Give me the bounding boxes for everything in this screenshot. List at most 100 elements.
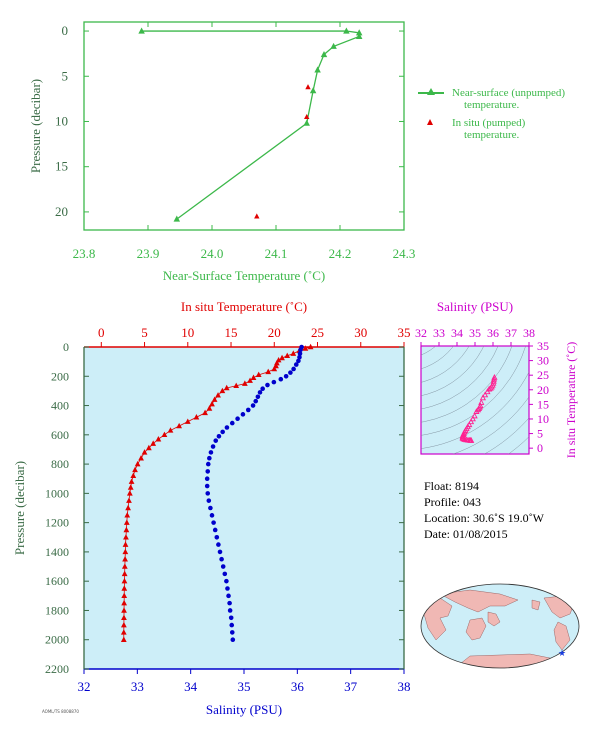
ts-salinity-tick-label: 33 xyxy=(433,326,445,340)
temperature-point xyxy=(255,371,262,378)
salinity-point xyxy=(227,608,233,613)
ts-point xyxy=(479,394,487,401)
near-surface-point xyxy=(303,119,310,126)
near-surface-y-tick-label: 20 xyxy=(55,204,68,219)
profile-plot-background xyxy=(84,347,404,669)
temperature-point xyxy=(176,422,183,429)
near-surface-point xyxy=(173,215,181,222)
salinity-point xyxy=(216,542,221,547)
salinity-point xyxy=(214,534,220,540)
salinity-point xyxy=(211,520,216,525)
salinity-tick-label: 37 xyxy=(344,679,358,694)
temperature-point xyxy=(290,350,297,356)
temperature-point xyxy=(233,382,240,389)
temperature-point xyxy=(223,384,230,391)
temperature-point xyxy=(122,548,129,555)
float-location: Location: 30.6˚S 19.0˚W xyxy=(424,511,544,525)
temperature-point xyxy=(134,460,141,467)
pressure-tick-label: 1600 xyxy=(45,574,69,588)
temperature-point xyxy=(125,504,131,511)
temperature-point xyxy=(206,405,213,411)
temperature-tick-label: 25 xyxy=(311,325,324,340)
salinity-point xyxy=(205,491,211,496)
near-surface-point xyxy=(138,27,145,34)
salinity-point xyxy=(257,390,263,395)
temperature-point xyxy=(121,563,128,569)
salinity-point xyxy=(226,593,231,599)
temperature-point xyxy=(123,526,130,533)
map-land xyxy=(422,589,575,668)
temperature-point xyxy=(219,387,226,394)
temperature-point xyxy=(250,374,257,380)
temperature-point xyxy=(279,354,285,361)
near-surface-y-label: Pressure (decibar) xyxy=(28,79,43,173)
near-surface-point xyxy=(355,29,363,36)
near-surface-legend: Near-surface (unpumped) temperature. In … xyxy=(418,87,565,141)
pressure-axis-label: Pressure (decibar) xyxy=(12,461,27,555)
temperature-tick-label: 20 xyxy=(268,325,281,340)
salinity-point xyxy=(219,556,224,562)
pressure-tick-label: 1400 xyxy=(45,545,69,559)
near-surface-x-tick-label: 24.3 xyxy=(393,246,416,261)
temperature-tick-label: 5 xyxy=(141,325,148,340)
salinity-point xyxy=(225,586,230,591)
pressure-tick-label: 1200 xyxy=(45,516,69,530)
ts-temperature-tick-label: 35 xyxy=(537,339,549,353)
ts-salinity-tick-label: 37 xyxy=(505,326,517,340)
temperature-point xyxy=(141,449,148,455)
pressure-tick-label: 0 xyxy=(63,340,69,354)
temperature-tick-label: 0 xyxy=(98,325,105,340)
salinity-tick-label: 35 xyxy=(238,679,251,694)
green-triangle-icon xyxy=(427,88,435,95)
ts-point xyxy=(490,375,498,382)
near-surface-x-tick-label: 24.0 xyxy=(201,246,224,261)
salinity-point xyxy=(293,362,299,367)
ts-temperature-tick-label: 5 xyxy=(537,427,543,441)
ts-point xyxy=(484,388,491,395)
salinity-point xyxy=(210,444,216,449)
near-surface-temperature-line xyxy=(141,30,360,220)
legend-in-situ-line2: temperature. xyxy=(464,129,520,141)
red-triangle-icon xyxy=(427,119,433,125)
pressure-tick-label: 400 xyxy=(51,399,69,413)
salinity-point xyxy=(288,370,293,375)
temperature-tick-label: 15 xyxy=(225,325,238,340)
temperature-point xyxy=(124,512,131,518)
ts-salinity-tick-label: 34 xyxy=(451,326,463,340)
salinity-point xyxy=(208,505,213,511)
map-ocean xyxy=(421,584,579,668)
near-surface-x-tick-label: 24.1 xyxy=(265,246,288,261)
near-surface-x-label: Near-Surface Temperature (˚C) xyxy=(163,268,325,283)
temperature-point xyxy=(121,570,128,577)
pressure-tick-label: 800 xyxy=(51,457,69,471)
ts-salinity-tick-label: 32 xyxy=(415,326,427,340)
ts-point xyxy=(481,391,489,398)
temperature-point xyxy=(215,392,221,398)
salinity-point xyxy=(250,403,256,408)
ts-salinity-tick-label: 38 xyxy=(523,326,535,340)
salinity-point xyxy=(209,513,215,518)
salinity-point xyxy=(222,571,228,577)
ts-temperature-tick-label: 20 xyxy=(537,383,549,397)
pressure-tick-label: 600 xyxy=(51,428,69,442)
temperature-point xyxy=(127,484,134,490)
temperature-point xyxy=(209,400,215,407)
temperature-point xyxy=(271,365,278,372)
near-surface-plot-frame xyxy=(83,21,405,231)
near-surface-point xyxy=(355,32,363,39)
salinity-point xyxy=(229,420,235,426)
ts-temperature-tick-label: 30 xyxy=(537,354,549,368)
temperature-point xyxy=(307,343,314,350)
temperature-point xyxy=(122,556,128,562)
in-situ-point xyxy=(254,213,260,219)
float-location-star-icon: ★ xyxy=(558,649,566,659)
salinity-point xyxy=(224,578,229,584)
ts-salinity-tick-label: 36 xyxy=(487,326,499,340)
ts-point xyxy=(471,412,478,419)
near-surface-y-tick-label: 5 xyxy=(62,68,69,83)
temperature-point xyxy=(121,599,128,606)
salinity-tick-label: 36 xyxy=(291,679,305,694)
temperature-point xyxy=(150,440,157,446)
